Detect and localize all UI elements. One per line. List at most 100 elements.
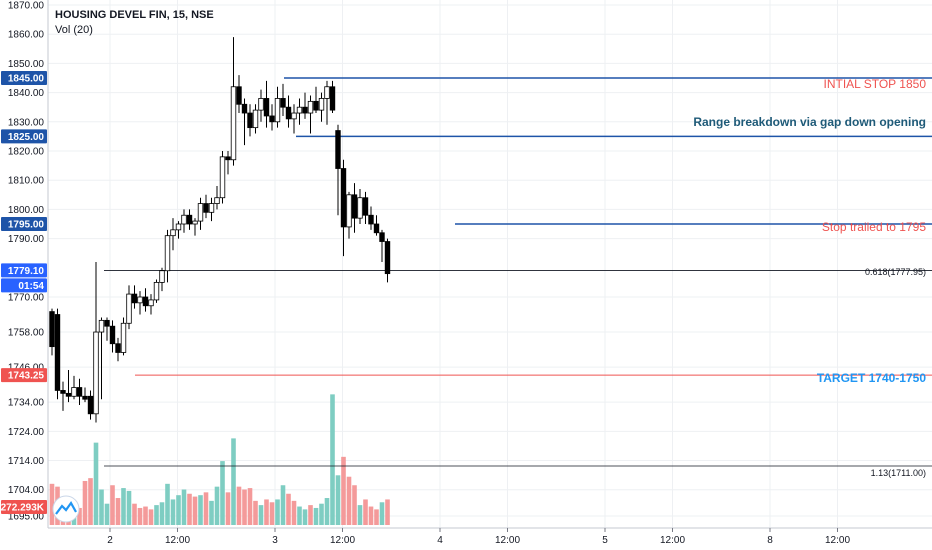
volume-bar (335, 475, 341, 525)
candle-body (54, 314, 61, 391)
candle-body (230, 86, 237, 161)
volume-bar (77, 507, 82, 525)
candle-body (153, 281, 160, 301)
volume-bar (165, 483, 170, 525)
price-tick-label: 1714.00 (8, 456, 45, 467)
candle-body (142, 296, 149, 307)
price-tag-bg (1, 129, 47, 144)
candle-body (164, 235, 171, 272)
candle-body (225, 156, 231, 161)
volume-bar (236, 486, 242, 525)
candle-body (93, 331, 99, 415)
candle-body (65, 392, 72, 397)
volume-bar (242, 489, 247, 525)
candle-body (307, 100, 314, 114)
time-tick-label: 2 (107, 535, 113, 546)
volume-bar (297, 506, 302, 525)
volume-bars (49, 394, 390, 525)
price-tag: 1825.00 (8, 132, 45, 143)
price-tick-label: 1770.00 (8, 293, 45, 304)
price-tag-bg (1, 71, 47, 85)
volume-bar (374, 509, 379, 525)
candle-body (252, 109, 259, 129)
price-tick-label: 1820.00 (8, 147, 45, 158)
volume-bar (203, 492, 209, 525)
volume-bar (324, 498, 330, 525)
candle-body (137, 296, 143, 304)
price-tick-label: 1704.00 (8, 485, 45, 496)
candle-body (115, 343, 121, 353)
volume-bar (132, 503, 137, 525)
candle-body (126, 293, 132, 324)
candle-body (82, 395, 88, 400)
price-tags: 1845.00 1825.00 1795.00 1779.10 1743.25 01:54… (1, 71, 47, 514)
candle-body (368, 214, 374, 225)
volume-bar (269, 502, 275, 525)
time-tick-label: 12:00 (825, 535, 850, 546)
volume-bar (363, 499, 368, 525)
price-tag: 1845.00 (8, 74, 45, 85)
volume-bar (110, 485, 115, 525)
price-tick-label: 1746.00 (8, 363, 45, 374)
volume-bar (99, 489, 104, 525)
symbol-title: HOUSING DEVEL FIN, 15, NSE (55, 9, 214, 21)
candle-body (186, 214, 193, 225)
volume-tag-bg (1, 500, 47, 514)
volume-bar (231, 438, 236, 525)
candle-body (291, 112, 297, 120)
volume-bar (159, 502, 165, 525)
volume-bar (181, 489, 187, 525)
volume-bar (379, 502, 385, 525)
candle-body (208, 203, 215, 213)
candle-body (60, 390, 66, 394)
candle-body (192, 220, 198, 225)
candle-body (175, 223, 182, 231)
candle-body (203, 203, 209, 213)
price-tick-label: 1758.00 (8, 328, 45, 339)
volume-bar (137, 507, 143, 525)
candle-body (285, 106, 292, 120)
volume-bar (143, 506, 148, 525)
volume-bar (291, 500, 297, 525)
candle-body (241, 103, 248, 114)
volume-bar (93, 442, 99, 525)
price-tick-label: 1860.00 (8, 30, 45, 41)
volume-bar (341, 456, 346, 525)
volume-bar (82, 480, 88, 525)
volume-bar (220, 461, 225, 525)
candle-body (76, 387, 83, 397)
countdown-tag: 01:54 (18, 281, 44, 292)
volume-bar (346, 476, 352, 525)
candle-body (362, 197, 369, 216)
candle-body (302, 106, 308, 114)
price-axis[interactable]: 1870.00 1860.00 1850.00 1840.00 1830.00 1820.… (8, 0, 49, 528)
volume-bar (121, 488, 126, 525)
volume-bar (154, 505, 159, 525)
volume-bar (148, 509, 154, 525)
volume-bar (176, 495, 181, 525)
volume-bar (313, 507, 319, 525)
volume-bar (330, 394, 335, 525)
annotation-stop-trailed: Stop trailed to 1795 (822, 220, 926, 234)
candle-body (236, 86, 242, 105)
price-tick-label: 1790.00 (8, 234, 45, 245)
candle-body (280, 98, 286, 108)
volume-bar (214, 486, 220, 525)
price-tick-label: 1800.00 (8, 205, 45, 216)
candle-body (274, 98, 281, 123)
time-axis[interactable]: 2 12:00 3 12:00 4 12:00 5 12:00 8 12:00 (48, 527, 932, 546)
candle-body (335, 130, 341, 169)
time-tick-label: 12:00 (165, 535, 190, 546)
candle-body (324, 86, 330, 99)
price-tag-bg (1, 217, 47, 231)
candle-body (170, 229, 176, 237)
candle-body (258, 98, 264, 111)
volume-bar (264, 499, 269, 525)
volume-bar (258, 505, 264, 525)
price-tag: 1795.00 (8, 220, 45, 231)
tradingview-logo-icon (52, 495, 80, 523)
volume-bar (198, 495, 203, 525)
volume-bar (308, 505, 313, 525)
time-tick-label: 5 (602, 535, 608, 546)
